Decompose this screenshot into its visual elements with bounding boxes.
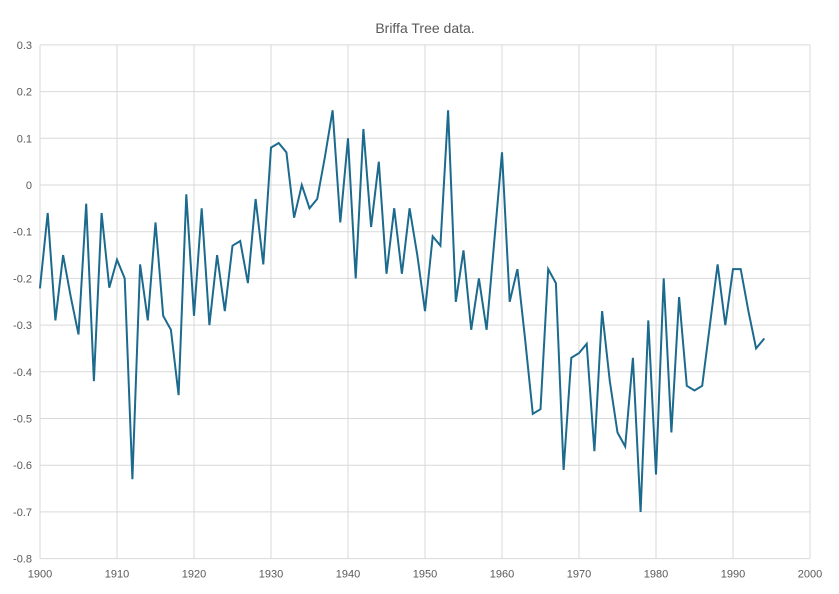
x-tick-label: 1930 — [259, 569, 283, 581]
x-tick-label: 1970 — [567, 569, 591, 581]
x-tick-label: 1900 — [28, 569, 52, 581]
data-series — [39, 110, 765, 512]
y-tick-label: 0.3 — [17, 40, 32, 52]
x-tick-label: 1910 — [105, 569, 129, 581]
gridlines — [39, 44, 811, 560]
y-tick-label: -0.6 — [13, 460, 32, 472]
x-tick-label: 1950 — [413, 569, 437, 581]
y-tick-label: -0.7 — [13, 507, 32, 519]
x-tick-label: 1940 — [336, 569, 360, 581]
y-axis-tick-labels: 0.3 0.2 0.1 0 -0.1 -0.2 -0.3 -0.4 -0.5 -0.6 -0.7 -0… — [13, 40, 32, 566]
y-tick-label: 0.2 — [17, 87, 32, 99]
y-tick-label: -0.5 — [13, 414, 32, 426]
y-tick-label: 0 — [26, 180, 32, 192]
x-tick-label: 1990 — [721, 569, 745, 581]
chart-title: Briffa Tree data. — [375, 20, 474, 36]
x-tick-label: 1960 — [490, 569, 514, 581]
y-tick-label: -0.1 — [13, 227, 32, 239]
x-tick-label: 1920 — [182, 569, 206, 581]
y-tick-label: -0.4 — [13, 367, 32, 379]
y-tick-label: 0.1 — [17, 133, 32, 145]
y-tick-label: -0.8 — [13, 554, 32, 566]
y-tick-label: -0.2 — [13, 273, 32, 285]
data-line — [39, 110, 765, 512]
x-tick-label: 2000 — [798, 569, 822, 581]
y-tick-label: -0.3 — [13, 320, 32, 332]
x-tick-label: 1980 — [644, 569, 668, 581]
x-axis-tick-labels: 1900 1910 1920 1930 1940 1950 1960 1970 1980 1990… — [28, 569, 822, 581]
